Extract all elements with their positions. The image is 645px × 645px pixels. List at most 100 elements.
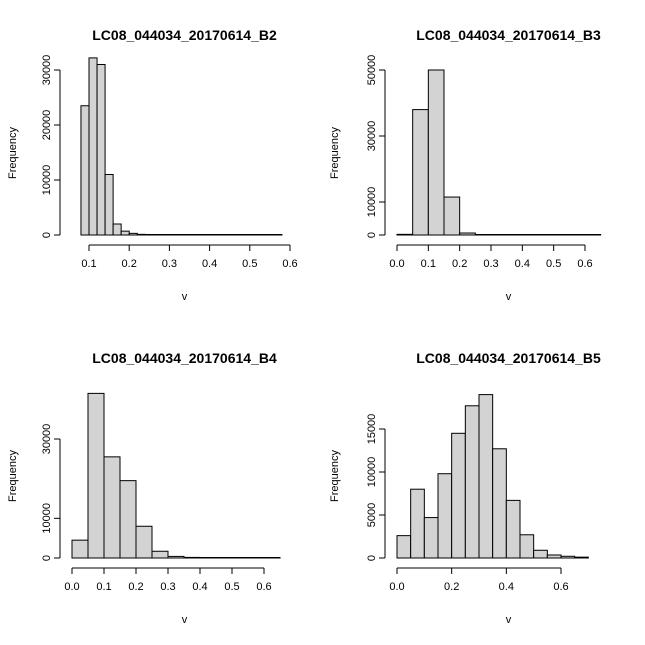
histogram-bar — [396, 233, 414, 236]
chart-title: LC08_044034_20170614_B4 — [92, 350, 277, 366]
x-tick-label: 0.5 — [242, 258, 257, 270]
histogram-bar — [241, 234, 251, 236]
histogram-bar — [167, 555, 185, 559]
x-tick-label: 0.2 — [444, 581, 459, 593]
histogram-bar — [120, 230, 130, 236]
histogram-bar — [443, 196, 461, 236]
y-axis-label: Frequency — [7, 127, 19, 179]
histogram-bar — [184, 234, 195, 236]
y-axis-label: Frequency — [7, 450, 19, 502]
histogram-bar — [464, 405, 480, 559]
histogram-bar — [136, 233, 146, 236]
histogram-bar — [96, 64, 106, 236]
histogram-bar — [233, 234, 243, 236]
x-tick-label: 0.2 — [122, 258, 137, 270]
histogram-bar — [80, 105, 90, 236]
x-tick-label: 0.0 — [64, 581, 79, 593]
x-tick-label: 0.5 — [224, 581, 239, 593]
y-axis-label: Frequency — [329, 450, 341, 502]
histogram-bar — [478, 394, 494, 559]
x-tick-label: 0.0 — [389, 581, 404, 593]
y-tick-label: 30000 — [41, 55, 53, 86]
histogram-bar — [560, 555, 576, 559]
y-tick-label: 15000 — [366, 414, 378, 445]
histogram-bar — [215, 557, 233, 559]
x-tick-label: 0.4 — [202, 258, 217, 270]
histogram-bar — [273, 234, 283, 236]
x-axis-label: v — [182, 291, 188, 303]
x-tick-label: 0.1 — [81, 258, 96, 270]
histogram-bar — [490, 234, 508, 236]
x-tick-label: 0.4 — [515, 258, 530, 270]
histogram-panel-1: LC08_044034_20170614_B2 0.1 0.2 0.3 0.4 0.5 0.… — [7, 27, 298, 303]
y-tick-label: 10000 — [366, 187, 378, 218]
histogram-bar — [249, 234, 259, 236]
histogram-bar — [412, 109, 429, 236]
histogram-bar — [451, 432, 466, 559]
histogram-panel-4: LC08_044034_20170614_B5 0.0 0.2 0.4 0.6 0 5000… — [329, 350, 601, 626]
x-tick-label: 0.6 — [553, 581, 568, 593]
y-tick-label: 0 — [366, 232, 378, 238]
y-tick-label: 10000 — [366, 457, 378, 488]
histogram-bar — [257, 234, 267, 236]
histogram-bar — [201, 234, 211, 236]
histogram-bar — [533, 549, 548, 559]
x-tick-label: 0.1 — [96, 581, 111, 593]
histogram-bar — [410, 488, 425, 559]
histogram-bar — [459, 232, 476, 236]
y-tick-label: 0 — [41, 555, 53, 561]
histogram-bar — [427, 69, 445, 236]
histogram-bar — [87, 392, 105, 559]
x-tick-label: 0.4 — [499, 581, 514, 593]
histogram-panel-2: LC08_044034_20170614_B3 0.0 0.1 0.2 0.3 0.4 0.… — [329, 27, 602, 303]
chart-title: LC08_044034_20170614_B5 — [416, 350, 601, 366]
x-tick-label: 0.3 — [162, 258, 177, 270]
y-tick-label: 10000 — [41, 503, 53, 534]
x-axis-label: v — [182, 614, 188, 626]
histogram-bar — [152, 234, 162, 236]
histogram-panel-3: LC08_044034_20170614_B4 0.0 0.1 0.2 0.3 0.4 0.… — [7, 350, 281, 626]
histogram-bar — [199, 557, 217, 559]
x-tick-label: 0.5 — [546, 258, 561, 270]
histogram-bar — [176, 234, 186, 236]
histogram-bar — [437, 473, 453, 559]
histogram-bar — [265, 234, 275, 236]
x-axis-label: v — [506, 614, 512, 626]
x-axis-label: v — [506, 291, 512, 303]
y-tick-label: 0 — [41, 232, 53, 238]
chart-title: LC08_044034_20170614_B2 — [92, 27, 277, 43]
histogram-bar — [71, 539, 89, 559]
histogram-bar — [104, 174, 114, 236]
histogram-bar — [231, 557, 249, 559]
y-tick-label: 50000 — [366, 55, 378, 86]
histogram-bar — [574, 556, 589, 559]
histogram-bar — [217, 234, 227, 236]
histogram-bar — [396, 535, 412, 559]
y-tick-label: 5000 — [366, 503, 378, 527]
x-tick-label: 0.2 — [452, 258, 467, 270]
histogram-bar — [112, 223, 122, 236]
histogram-bar — [160, 234, 170, 236]
histogram-bar — [553, 234, 570, 236]
x-tick-label: 0.2 — [128, 581, 143, 593]
histogram-bar — [506, 234, 523, 236]
histogram-bar — [88, 57, 98, 236]
histogram-bar — [546, 554, 562, 559]
histogram-bar — [135, 525, 153, 559]
y-tick-label: 30000 — [41, 424, 53, 455]
histogram-bar — [144, 234, 154, 236]
histogram-bar — [505, 499, 521, 559]
histogram-bar — [537, 234, 555, 236]
histogram-bar — [183, 556, 201, 559]
histogram-bar — [151, 550, 169, 559]
chart-title: LC08_044034_20170614_B3 — [416, 27, 601, 43]
x-tick-label: 0.3 — [160, 581, 175, 593]
x-tick-label: 0.1 — [421, 258, 436, 270]
y-tick-label: 20000 — [41, 110, 53, 141]
x-tick-label: 0.3 — [483, 258, 498, 270]
histogram-bar — [209, 234, 219, 236]
histogram-bar — [492, 448, 507, 559]
x-tick-label: 0.6 — [282, 258, 297, 270]
histogram-bar — [225, 234, 235, 236]
